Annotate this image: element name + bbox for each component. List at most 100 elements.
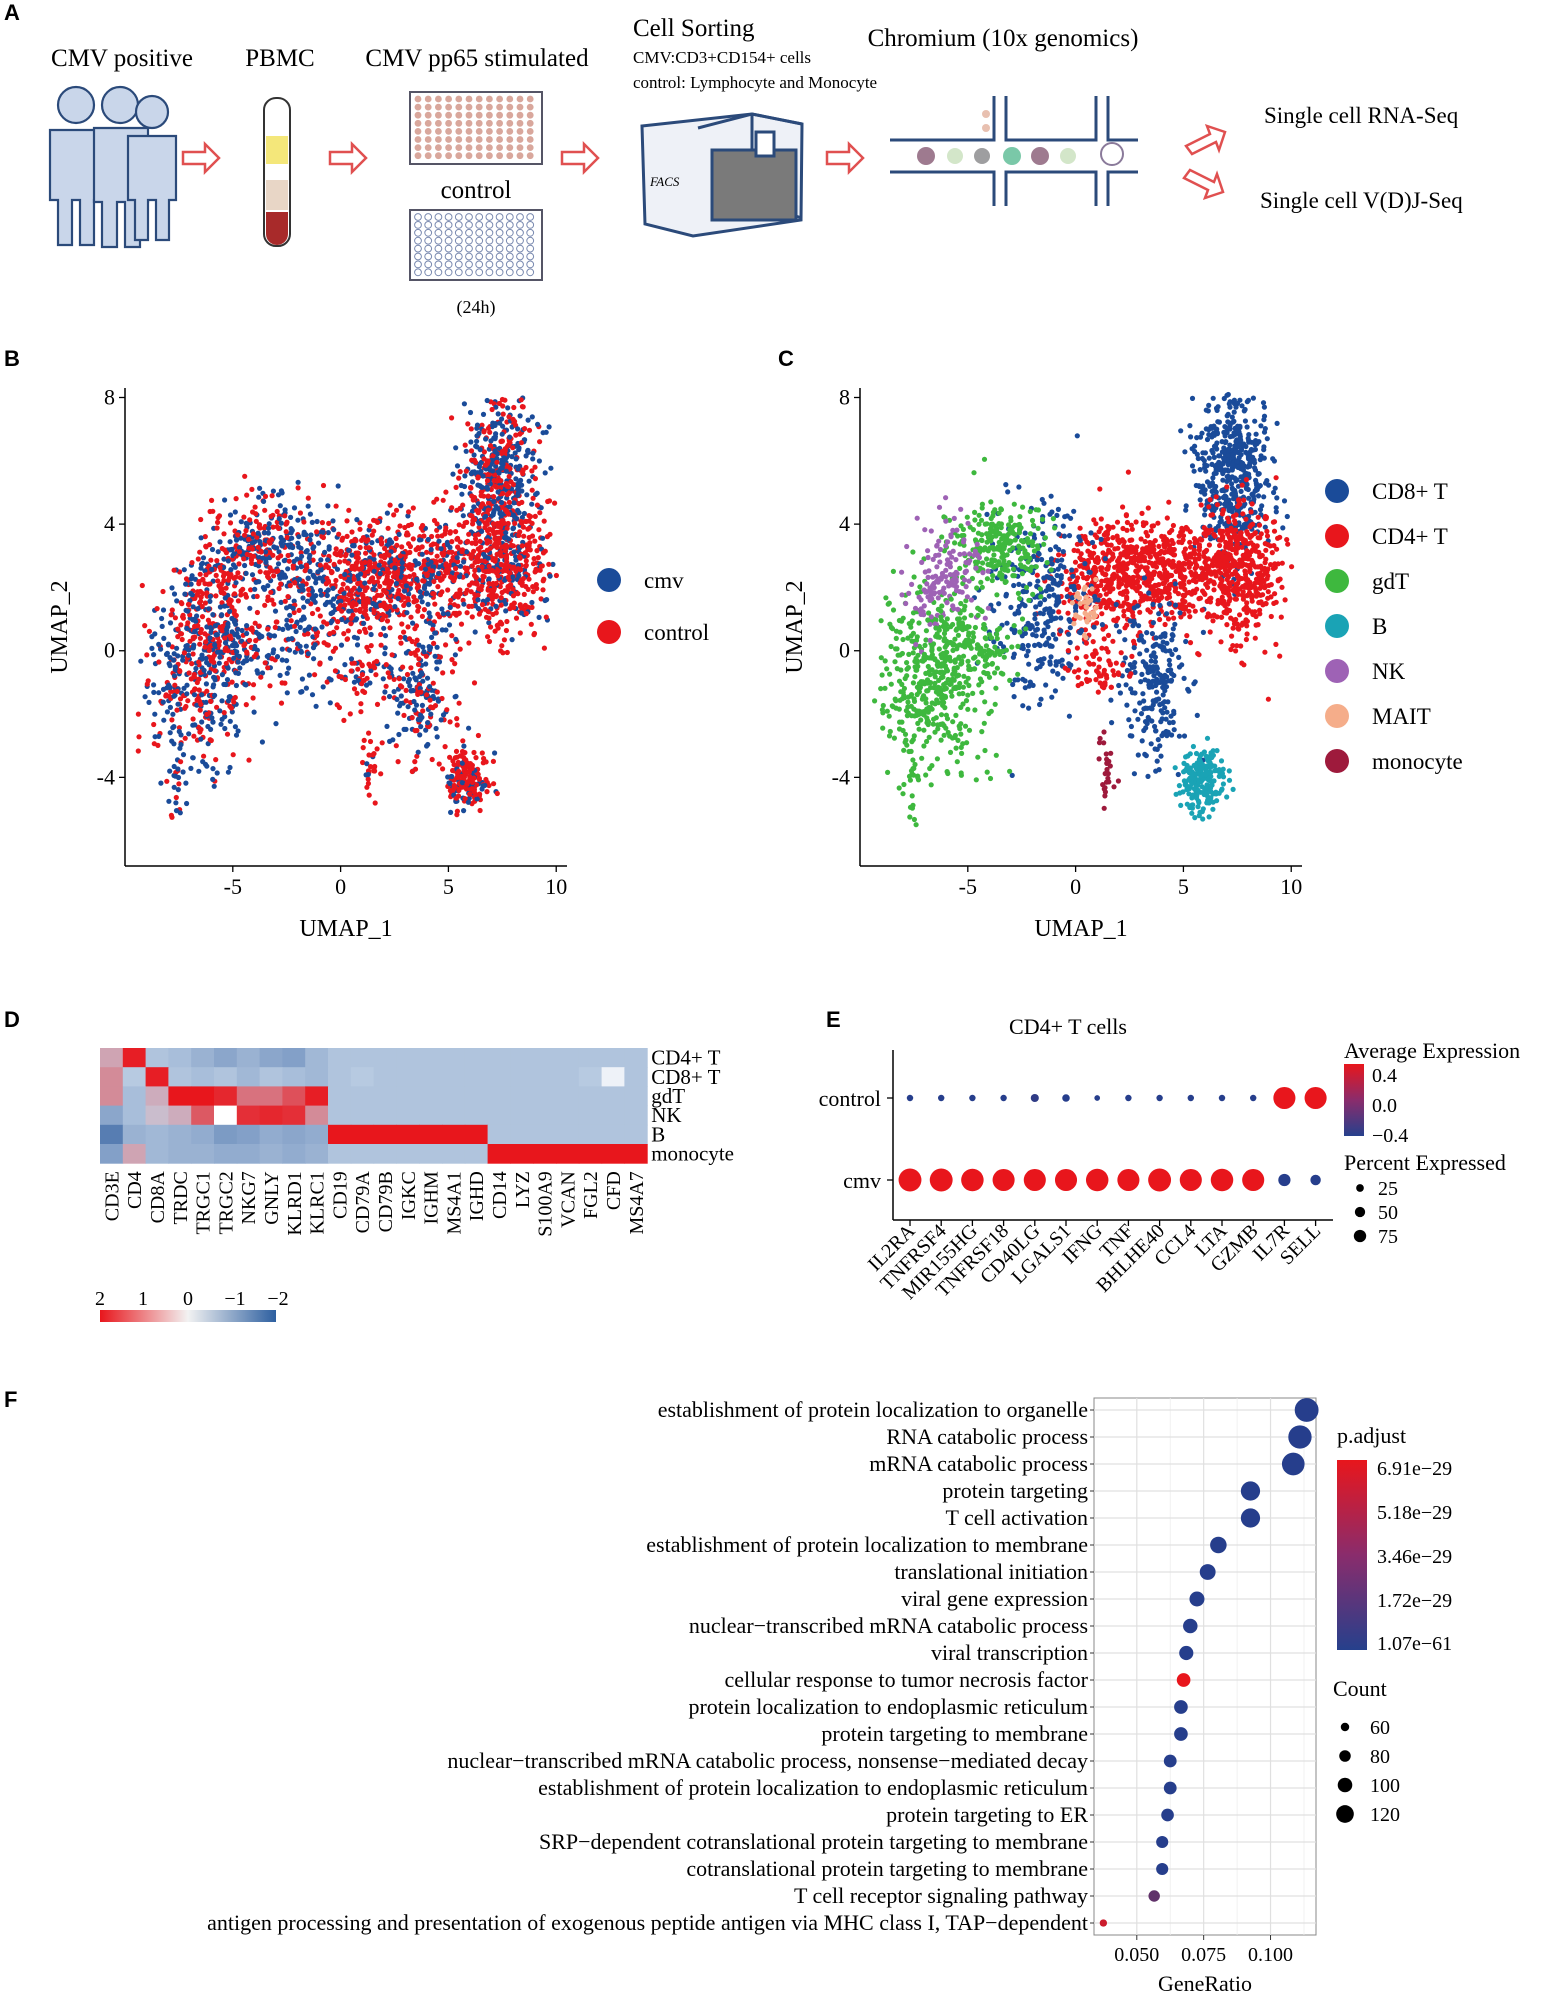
umap-cell-point xyxy=(325,503,331,509)
y-tick-label: 8 xyxy=(104,384,115,409)
umap-cell-point xyxy=(371,579,377,585)
umap-cell-point xyxy=(320,482,327,489)
umap-cell-point xyxy=(344,596,350,603)
umap-cell-point xyxy=(469,552,475,558)
umap-cell-point xyxy=(326,520,332,527)
umap-cell-point xyxy=(1178,428,1184,434)
umap-cell-point xyxy=(188,765,194,772)
umap-cell-point xyxy=(403,687,409,694)
umap-cell-point xyxy=(457,591,463,597)
umap-cell-point xyxy=(360,745,366,751)
plate-well xyxy=(485,228,494,237)
umap-cell-point xyxy=(347,711,353,717)
umap-cell-point xyxy=(296,544,302,550)
umap-cell-point xyxy=(373,672,379,678)
umap-cell-point xyxy=(505,405,511,411)
umap-cell-point xyxy=(537,439,543,445)
umap-cell-point xyxy=(461,601,467,607)
umap-cell-point xyxy=(279,646,285,652)
umap-cell-point xyxy=(1253,480,1259,486)
umap-cell-point xyxy=(459,780,465,786)
umap-cell-point xyxy=(377,583,383,590)
umap-cell-point xyxy=(1280,525,1286,531)
umap-cell-point xyxy=(528,621,534,627)
umap-cell-point xyxy=(482,514,488,520)
umap-cell-point xyxy=(1250,395,1256,401)
umap-cell-point xyxy=(266,521,272,527)
umap-cell-point xyxy=(326,546,332,552)
umap-cell-point xyxy=(198,726,204,733)
umap-cell-point xyxy=(384,618,391,624)
umap-cell-point xyxy=(300,587,306,593)
umap-cell-point xyxy=(1270,519,1276,525)
umap-cell-point xyxy=(224,731,231,737)
umap-cell-point xyxy=(461,808,467,814)
umap-cell-point xyxy=(531,632,537,638)
umap-cell-point xyxy=(182,705,188,711)
umap-cell-point xyxy=(1206,504,1212,510)
umap-cell-point xyxy=(420,578,426,584)
umap-cell-point xyxy=(243,594,249,600)
umap-cell-point xyxy=(438,558,444,564)
umap-cell-point xyxy=(424,675,431,681)
umap-cell-point xyxy=(1284,513,1290,520)
umap-cell-point xyxy=(1235,464,1241,470)
umap-cell-point xyxy=(253,518,259,525)
umap-cell-point xyxy=(516,573,522,579)
umap-cell-point xyxy=(491,781,497,787)
plate-well xyxy=(414,228,422,237)
umap-cell-point xyxy=(387,738,393,745)
umap-cell-point xyxy=(201,753,207,759)
umap-cell-point xyxy=(181,650,187,656)
umap-cell-point xyxy=(175,626,181,632)
plate-well xyxy=(435,103,442,111)
umap-cell-point xyxy=(522,550,528,556)
umap-cell-point xyxy=(278,700,285,706)
facs-label: FACS xyxy=(649,174,680,189)
umap-cell-point xyxy=(396,531,402,538)
umap-cell-point xyxy=(267,683,273,689)
umap-cell-point xyxy=(1226,507,1232,514)
plate-well xyxy=(475,119,483,127)
umap-cell-point xyxy=(1252,635,1258,641)
umap-cell-point xyxy=(408,521,414,528)
arrow-1 xyxy=(181,140,221,176)
umap-cell-point xyxy=(453,748,460,755)
umap-cell-point xyxy=(547,531,553,537)
umap-cell-point xyxy=(1245,397,1251,403)
umap-cell-point xyxy=(247,637,253,643)
umap-cell-point xyxy=(488,624,494,630)
umap-cell-point xyxy=(160,699,166,705)
umap-cell-point xyxy=(421,533,427,539)
umap-cell-point xyxy=(399,544,405,550)
umap-cell-point xyxy=(1221,395,1227,402)
umap-cell-point xyxy=(1252,467,1259,473)
umap-cell-point xyxy=(156,690,162,696)
umap-cell-point xyxy=(308,532,314,538)
umap-cell-point xyxy=(269,597,275,603)
umap-cell-point xyxy=(1143,567,1149,573)
plate-well xyxy=(434,244,443,253)
umap-cell-point xyxy=(166,661,172,667)
umap-cell-point xyxy=(506,442,512,448)
umap-cell-point xyxy=(1250,521,1256,527)
umap-cell-point xyxy=(158,646,164,652)
umap-cell-point xyxy=(246,545,252,551)
umap-cell-point xyxy=(480,411,487,417)
plate-well xyxy=(424,111,432,119)
umap-cell-point xyxy=(215,549,221,555)
umap-cell-point xyxy=(275,568,281,574)
umap-cell-point xyxy=(532,464,538,470)
umap-cell-point xyxy=(1247,534,1253,541)
umap-cell-point xyxy=(192,628,198,635)
umap-cell-point xyxy=(475,554,481,561)
umap-cell-point xyxy=(449,549,455,555)
umap-cell-point xyxy=(425,580,431,586)
umap-cell-point xyxy=(282,513,288,519)
umap-cell-point xyxy=(198,736,204,742)
umap-cell-point xyxy=(484,547,490,553)
umap-cell-point xyxy=(1227,404,1233,410)
umap-cell-point xyxy=(470,497,476,503)
umap-cell-point xyxy=(392,557,398,563)
umap-cell-point xyxy=(297,510,303,516)
